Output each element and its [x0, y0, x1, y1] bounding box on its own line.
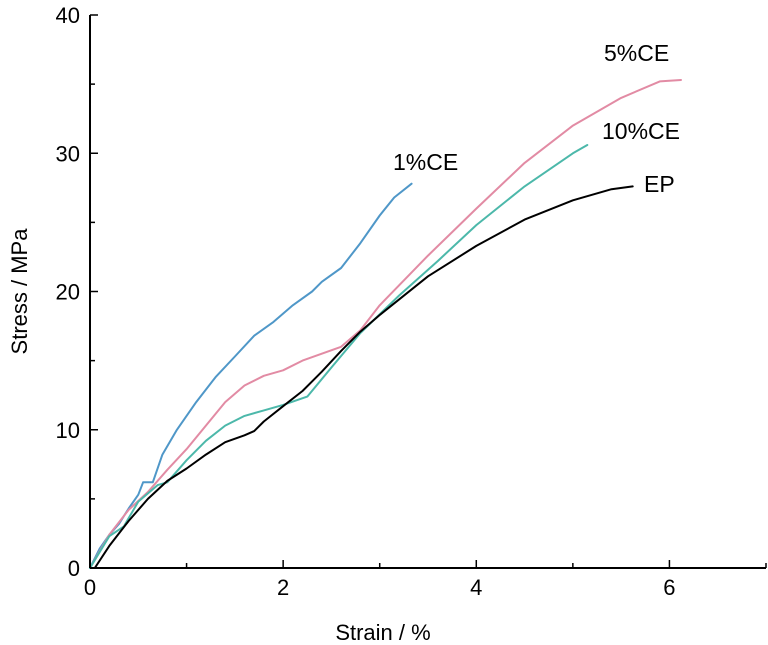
series-line-5-ce [89, 79, 682, 569]
y-tick-label: 40 [56, 3, 80, 28]
axes [89, 14, 767, 569]
series-label-ep: EP [644, 171, 675, 197]
x-tick-label: 6 [663, 575, 675, 600]
series-line-10-ce [89, 144, 589, 569]
x-tick-label: 0 [84, 575, 96, 600]
chart-labels: 1%CE 5%CE 10%CE EP 0 2 4 6 0 10 20 30 40 Strain / % St… [7, 3, 680, 645]
x-axis-label: Strain / % [335, 620, 430, 645]
series-label-10-ce: 10%CE [602, 118, 680, 144]
y-tick-label: 20 [56, 280, 80, 305]
y-tick-label: 0 [68, 556, 80, 581]
series-label-1-ce: 1%CE [393, 149, 458, 175]
y-tick-label: 30 [56, 141, 80, 166]
plot-area [89, 79, 682, 569]
series-line-ep [93, 185, 634, 569]
series-label-5-ce: 5%CE [604, 40, 669, 66]
y-tick-label: 10 [56, 418, 80, 443]
x-tick-label: 2 [277, 575, 289, 600]
x-tick-label: 4 [470, 575, 482, 600]
y-axis-label: Stress / MPa [7, 228, 32, 355]
